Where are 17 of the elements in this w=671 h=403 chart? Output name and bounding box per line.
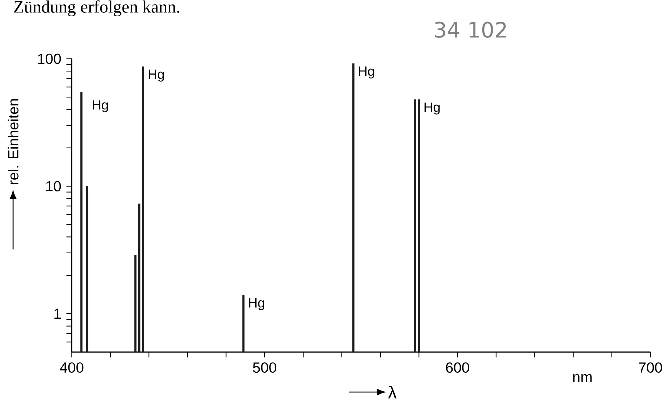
x-tick-label: 700 bbox=[639, 362, 662, 373]
y-tick-label: 1 bbox=[54, 308, 61, 319]
text: Zündung erfolgen kann. bbox=[14, 0, 180, 17]
text: 34 102 bbox=[435, 22, 506, 38]
y-tick-label: 10 bbox=[46, 181, 62, 192]
x-tick-label: 400 bbox=[60, 362, 84, 373]
x-tick-label: 600 bbox=[446, 362, 470, 373]
annotation: Hg bbox=[148, 70, 164, 82]
annotation: Hg bbox=[424, 102, 440, 115]
y-axis-title: rel. Einheiten bbox=[8, 99, 19, 184]
y-tick-label: 100 bbox=[38, 54, 62, 64]
x-tick-label: 500 bbox=[253, 362, 277, 373]
text: nm bbox=[573, 374, 592, 382]
annotation: Hg bbox=[359, 66, 374, 79]
annotation: Hg bbox=[249, 298, 264, 310]
annotation: Hg bbox=[93, 100, 108, 113]
x-axis-title: λ bbox=[388, 386, 397, 399]
